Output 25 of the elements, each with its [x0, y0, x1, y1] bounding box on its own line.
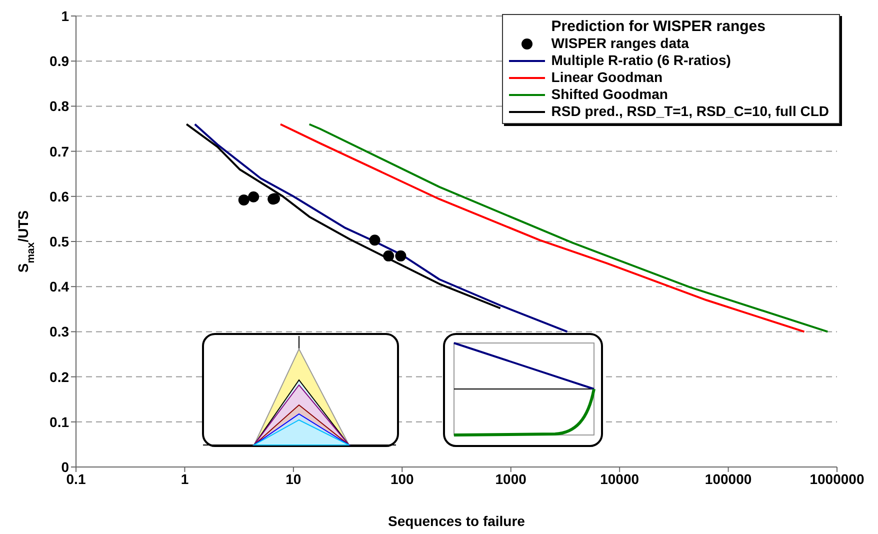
- y-tick-label: 0.4: [50, 278, 70, 295]
- x-tick-label: 10000: [600, 470, 640, 487]
- y-tick-label: 0.3: [50, 324, 70, 340]
- legend-label: RSD pred., RSD_T=1, RSD_C=10, full CLD: [551, 103, 829, 120]
- y-tick-label: 0.8: [50, 98, 70, 114]
- x-tick-label: 1: [180, 470, 189, 487]
- y-tick-label: 0.5: [50, 233, 70, 250]
- x-tick-label: 100000: [704, 470, 752, 487]
- y-tick-label: 0.9: [50, 53, 70, 70]
- x-tick-label: 1000: [495, 470, 527, 487]
- y-tick-label: 0.2: [50, 368, 70, 385]
- legend-title: Prediction for WISPER ranges: [550, 18, 766, 35]
- legend-label: Multiple R-ratio (6 R-ratios): [551, 52, 731, 69]
- y-tick-label: 0.1: [50, 414, 70, 430]
- y-tick-label: 0.7: [50, 143, 70, 160]
- x-tick-label: 10: [286, 470, 302, 487]
- x-tick-label: 100: [390, 470, 414, 487]
- y-tick-label: 0.6: [50, 188, 70, 204]
- x-axis-title: Sequences to failure: [388, 513, 526, 529]
- x-tick-label: 1000000: [810, 470, 864, 487]
- legend-label: Shifted Goodman: [551, 86, 668, 103]
- y-tick-label: 1: [61, 8, 70, 24]
- y-tick-label: 0: [61, 458, 70, 475]
- legend-label: WISPER ranges data: [551, 35, 689, 52]
- legend-label: Linear Goodman: [551, 69, 662, 86]
